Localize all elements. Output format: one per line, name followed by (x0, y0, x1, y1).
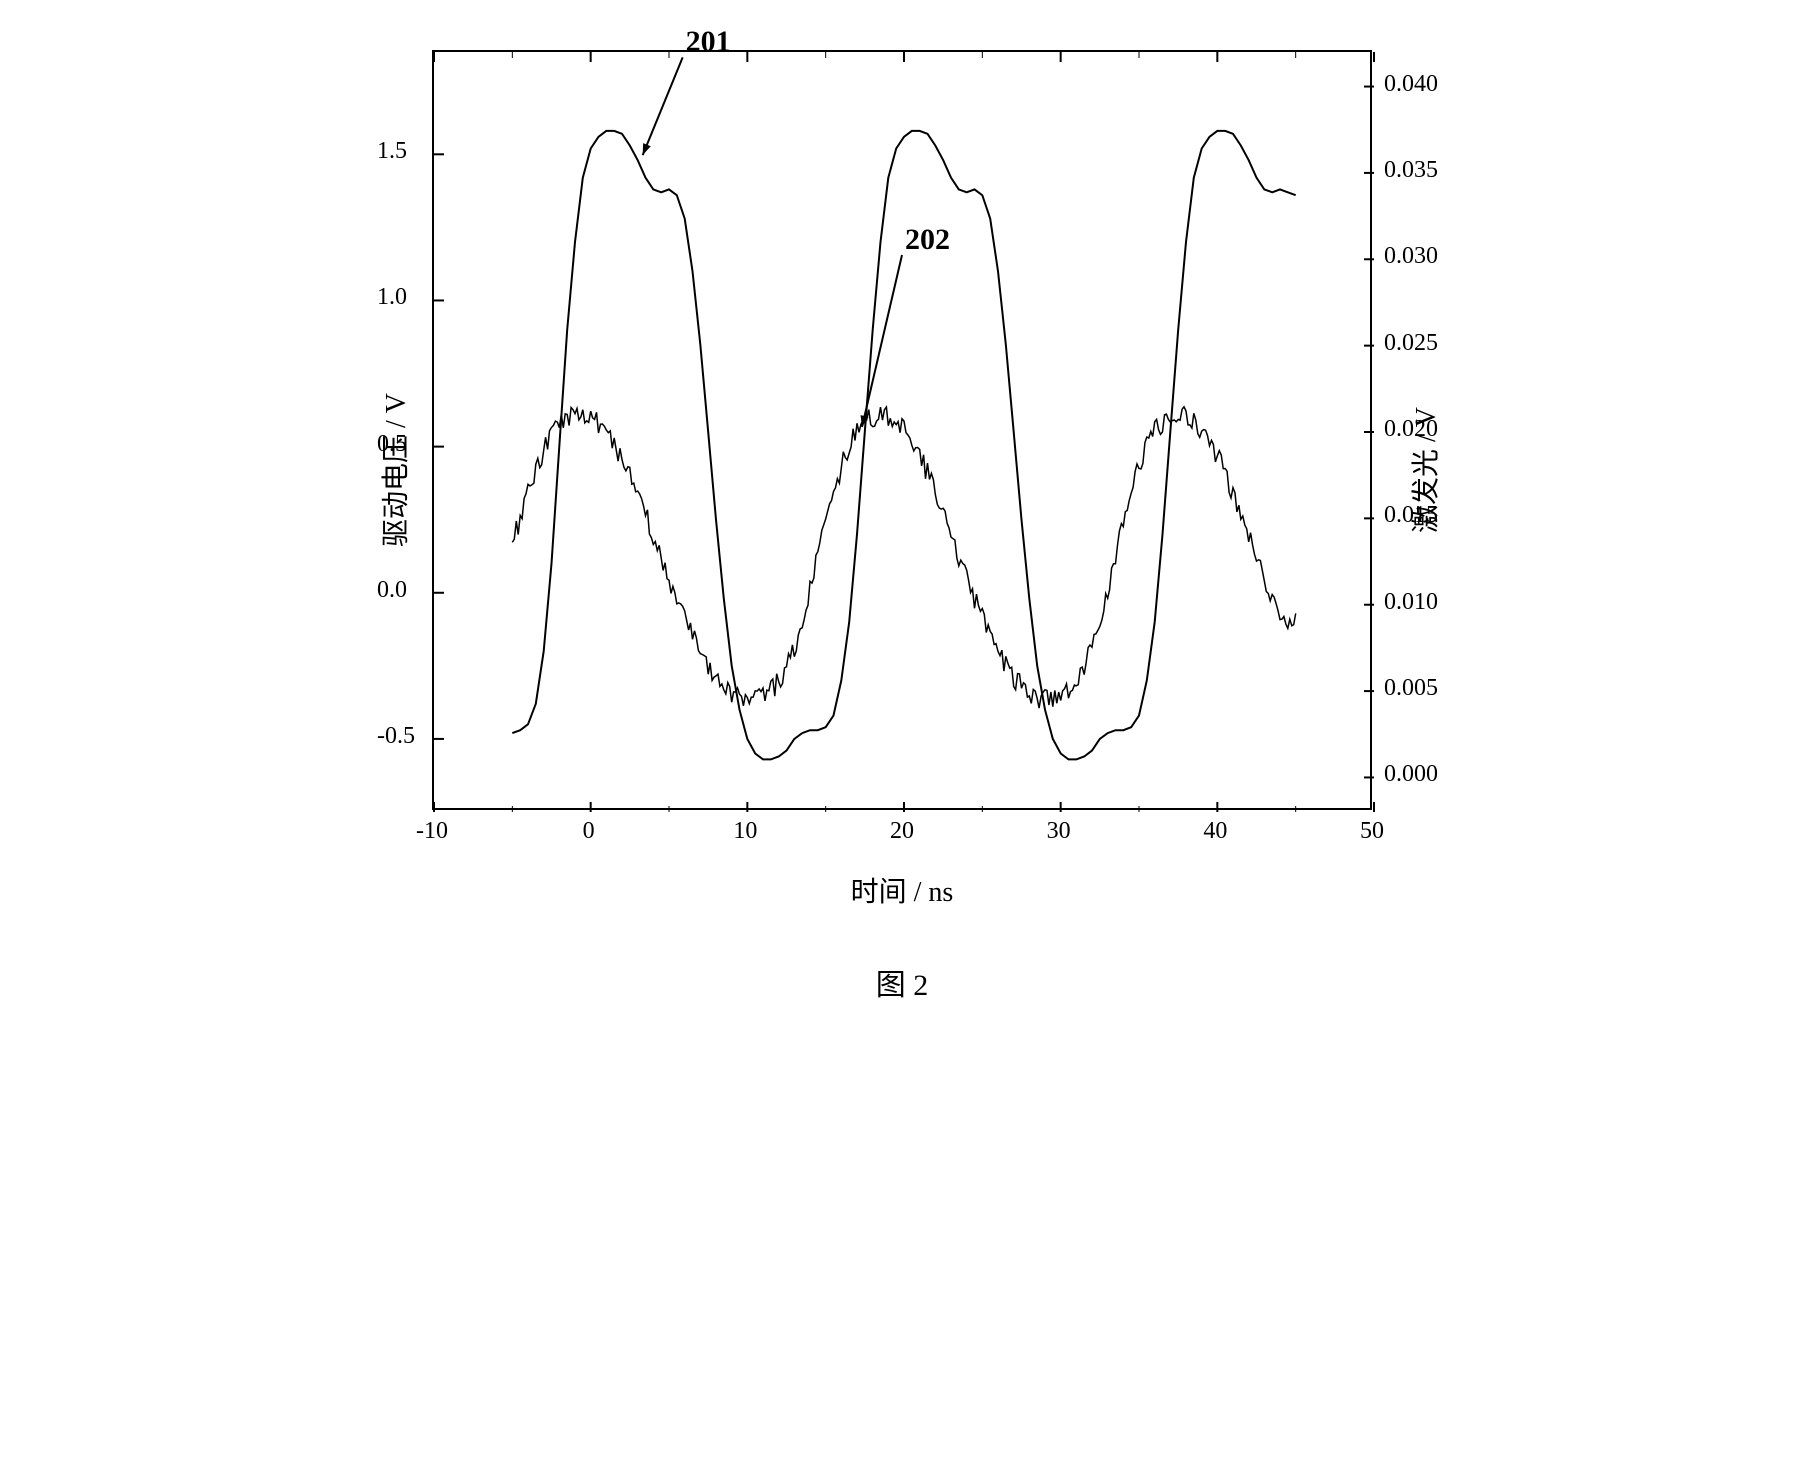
tick-label: 0.0 (377, 577, 407, 604)
tick-label: 0.030 (1384, 243, 1438, 270)
tick-label: 0 (583, 818, 595, 845)
tick-label: 50 (1360, 818, 1384, 845)
tick-label: 0.035 (1384, 157, 1438, 184)
tick-label: 20 (890, 818, 914, 845)
tick-label: 40 (1203, 818, 1227, 845)
tick-label: 0.5 (377, 431, 407, 458)
tick-label: 0.015 (1384, 502, 1438, 529)
x-axis-label: 时间 / ns (851, 870, 954, 910)
annotation-202: 202 (905, 223, 950, 257)
tick-label: 1.0 (377, 284, 407, 311)
plot-svg (434, 52, 1374, 812)
tick-label: 1.5 (377, 138, 407, 165)
plot-area (432, 50, 1372, 810)
tick-label: 0.010 (1384, 589, 1438, 616)
chart-container: 驱动电压 / V 激发光 / V 时间 / ns -1001020304050-… (302, 20, 1502, 920)
tick-label: 30 (1047, 818, 1071, 845)
tick-label: -10 (416, 818, 448, 845)
tick-label: 0.005 (1384, 675, 1438, 702)
tick-label: 0.020 (1384, 416, 1438, 443)
series-201 (512, 131, 1295, 760)
tick-label: 10 (733, 818, 757, 845)
tick-label: 0.040 (1384, 71, 1438, 98)
y-left-axis-label: 驱动电压 / V (374, 393, 414, 547)
figure-caption: 图 2 (876, 960, 929, 1004)
tick-label: -0.5 (377, 723, 415, 750)
series-202 (512, 407, 1295, 708)
tick-label: 0.000 (1384, 761, 1438, 788)
annotation-201: 201 (686, 25, 731, 59)
tick-label: 0.025 (1384, 330, 1438, 357)
